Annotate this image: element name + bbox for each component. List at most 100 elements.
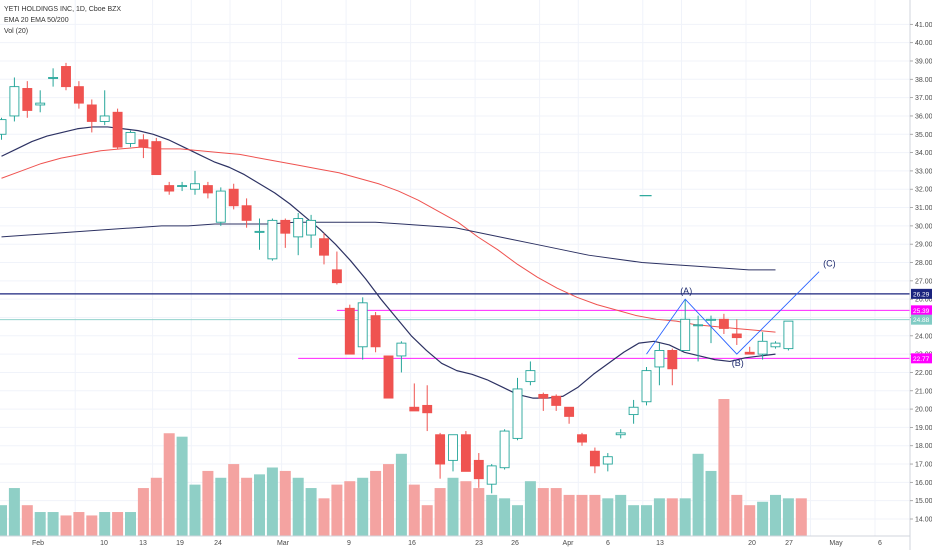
candle-body: [35, 102, 46, 106]
price-tag: [911, 314, 932, 325]
time-tick-label: 20: [748, 540, 756, 547]
time-tick-label: 24: [214, 540, 222, 547]
candle-body: [409, 406, 420, 412]
volume-bar: [473, 488, 485, 536]
candle-body: [241, 205, 252, 221]
candle-body: [706, 318, 716, 321]
price-tag-label: 26.29: [913, 291, 930, 298]
candle-body: [112, 111, 123, 148]
time-tick-label: 6: [606, 540, 610, 547]
volume-bar: [705, 470, 717, 536]
candle-body: [319, 238, 329, 256]
volume-bar: [8, 488, 20, 536]
volume-bar: [266, 467, 278, 536]
volume-bar: [602, 498, 614, 536]
candle-body: [473, 459, 484, 480]
price-tick-label: 20.00: [915, 407, 932, 414]
volume-bar: [331, 484, 343, 536]
price-tick-label: 32.00: [915, 187, 932, 194]
ema20-line: [1, 126, 776, 399]
volume-bar: [357, 477, 369, 536]
candle-body: [267, 219, 278, 260]
volume-bar: [744, 505, 756, 536]
candle-body: [22, 88, 33, 111]
wave-label: (A): [680, 286, 692, 296]
volume-bar: [137, 488, 149, 536]
time-tick-label: 10: [100, 540, 108, 547]
volume-bar: [21, 505, 33, 536]
candle-body: [435, 434, 446, 465]
wave-annotations: (A) (B) (C): [646, 259, 836, 368]
volume-bar: [460, 481, 472, 536]
candle-body: [215, 190, 226, 223]
price-tick-label: 14.00: [915, 517, 932, 524]
candle-body: [9, 86, 20, 117]
price-tick-label: 39.00: [915, 58, 932, 65]
candle-body: [99, 115, 110, 122]
candle-body: [228, 188, 239, 207]
volume-bar: [589, 494, 601, 536]
price-tick-label: 33.00: [915, 168, 932, 175]
price-tick-label: 15.00: [915, 498, 932, 505]
candle-body: [770, 342, 781, 348]
volume-bar: [176, 436, 188, 536]
time-tick-label: 6: [878, 540, 882, 547]
candle-body: [525, 370, 536, 383]
price-tick-label: 41.00: [915, 22, 932, 29]
price-tag: [911, 288, 932, 299]
time-tick-label: 26: [511, 540, 519, 547]
volume-bar: [370, 470, 382, 536]
volume-bar: [718, 399, 730, 536]
volume-bar: [202, 470, 214, 536]
volume-bar: [615, 494, 627, 536]
candle-body: [280, 219, 291, 234]
candle-body: [654, 350, 665, 368]
candle-body: [641, 370, 652, 403]
candle-body: [151, 141, 162, 176]
volume-bar: [782, 498, 794, 536]
legend-indicators: EMA 20 EMA 50/200: [4, 17, 69, 24]
volume-bar: [731, 494, 743, 536]
price-tick-label: 34.00: [915, 150, 932, 157]
volume-bar: [666, 498, 678, 536]
time-tick-label: 19: [176, 540, 184, 547]
candle-body: [202, 185, 213, 194]
volume-bar: [757, 501, 769, 536]
price-tick-label: 30.00: [915, 223, 932, 230]
volume-bar: [163, 433, 175, 536]
volume-bar: [421, 505, 433, 536]
volume-bar: [86, 515, 98, 536]
candle-body: [564, 406, 575, 417]
price-tag-label: 22.77: [913, 356, 930, 363]
price-tag-label: 24.88: [913, 317, 930, 324]
wave-path: [646, 271, 820, 355]
volume-bar: [641, 505, 652, 536]
time-tick-label: Mar: [277, 540, 290, 547]
price-tick-label: 35.00: [915, 132, 932, 139]
time-tick-label: 9: [347, 540, 351, 547]
time-tick-label: 27: [785, 540, 793, 547]
volume-bar: [254, 474, 265, 536]
time-tick-label: May: [829, 540, 843, 547]
candle-body: [164, 185, 175, 192]
candle-body: [744, 351, 755, 355]
volume-bar: [99, 512, 111, 536]
price-tick-label: 21.00: [915, 388, 932, 395]
legend-volume: Vol (20): [4, 28, 29, 35]
volume-bar: [537, 488, 549, 536]
volume-bar: [279, 470, 291, 536]
volume-bar: [228, 464, 240, 536]
price-tick-label: 37.00: [915, 95, 932, 102]
wave-label: (C): [823, 259, 836, 269]
volume-bar: [383, 464, 394, 536]
time-tick-label: 23: [475, 540, 483, 547]
candle-body: [331, 269, 342, 284]
candle-body: [783, 320, 794, 350]
candle-body: [190, 183, 200, 190]
volume-bar: [47, 512, 59, 536]
ema200-line: [1, 221, 776, 271]
volume-bar: [305, 488, 317, 536]
volume-bar: [292, 477, 304, 536]
volume-bar: [499, 498, 511, 536]
